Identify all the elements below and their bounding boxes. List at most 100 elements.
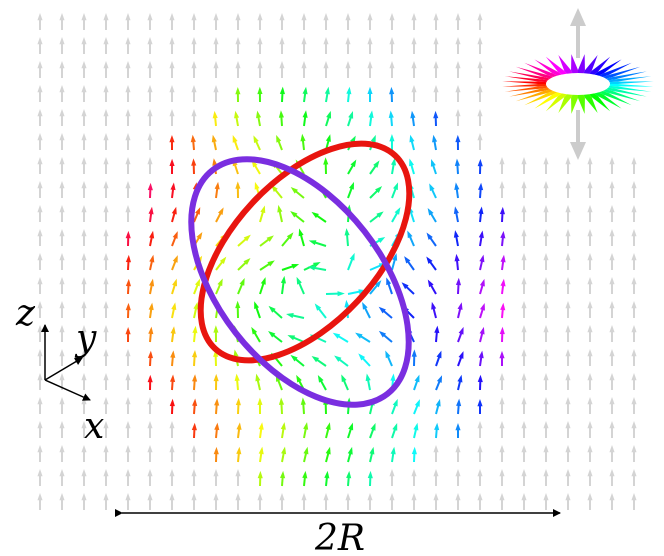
field-arrow-head (433, 469, 439, 477)
field-arrow-head (500, 254, 506, 263)
field-arrow-head (349, 252, 355, 261)
wheel-spike (593, 59, 622, 77)
field-arrow-head (454, 182, 460, 190)
field-arrow-head (455, 85, 461, 93)
wheel-spike (583, 93, 598, 113)
wheel-spike (583, 55, 598, 75)
field-arrow-head (147, 37, 153, 45)
field-arrow-head (103, 469, 109, 477)
field-arrow-head (169, 134, 175, 143)
field-arrow-head (302, 86, 308, 95)
wheel-spike (534, 91, 563, 109)
field-arrow-head (303, 446, 309, 455)
field-arrow-head (59, 181, 65, 189)
field-arrow-head (149, 230, 155, 239)
field-arrow-head (345, 493, 351, 501)
field-arrow-head (170, 182, 176, 191)
field-arrow-head (432, 134, 438, 143)
field-arrow-head (291, 264, 300, 269)
field-arrow-head (213, 325, 219, 333)
wheel-spike (502, 84, 549, 87)
field-arrow-head (355, 332, 363, 339)
field-arrow-head (455, 37, 461, 45)
field-arrow-head (433, 13, 439, 21)
field-arrow-head (433, 445, 439, 453)
field-arrow-head (214, 181, 220, 190)
field-arrow-head (543, 181, 549, 189)
field-arrow-head (59, 13, 65, 21)
color-wheel (502, 8, 654, 160)
field-arrow-head (378, 306, 386, 314)
field-arrow-head (345, 37, 351, 45)
field-arrow-head (477, 158, 483, 167)
field-arrow-head (213, 13, 219, 21)
field-arrow-head (280, 470, 286, 479)
field-arrow-head (214, 422, 220, 431)
field-arrow-head (477, 493, 483, 501)
field-arrow-head (302, 470, 308, 479)
field-arrow-head (434, 325, 440, 334)
field-arrow-head (609, 205, 615, 213)
field-arrow-head (280, 422, 286, 430)
field-arrow-head (392, 398, 398, 407)
field-arrow-head (125, 37, 131, 45)
field-arrow-head (350, 159, 357, 168)
field-arrow-head (213, 85, 219, 93)
field-arrow-head (609, 373, 615, 381)
wheel-up-arrow (570, 8, 586, 58)
field-arrow-head (213, 37, 219, 45)
wheel-spike (578, 93, 585, 114)
field-arrow-head (587, 205, 593, 213)
field-arrow-head (59, 469, 65, 477)
field-arrow-head (367, 86, 373, 95)
field-arrow-head (59, 445, 65, 453)
field-arrow-head (499, 326, 505, 335)
field-arrow-head (358, 353, 366, 361)
wheel-spike (603, 87, 647, 97)
field-arrow-head (103, 133, 109, 141)
field-arrow-head (125, 349, 131, 357)
field-arrow-head (257, 470, 263, 479)
field-arrow-head (195, 207, 201, 215)
wheel-spike (597, 90, 632, 106)
field-arrow-head (37, 229, 43, 237)
field-arrow-head (411, 446, 417, 455)
field-arrow-head (286, 232, 294, 240)
wheel-spike (606, 85, 652, 92)
field-arrow-head (631, 349, 637, 357)
field-arrow-head (59, 349, 65, 357)
field-arrow-head (409, 134, 415, 143)
field-arrow-head (59, 109, 65, 117)
field-arrow-head (191, 349, 198, 358)
field-arrow-head (147, 157, 153, 165)
field-arrow-head (346, 470, 352, 479)
field-arrow-head (279, 86, 285, 95)
field-arrow-head (37, 85, 43, 93)
wheel-spike (578, 54, 585, 75)
y-label: y (74, 318, 97, 359)
field-arrow-head (169, 469, 175, 477)
field-arrow-head (455, 61, 461, 69)
field-arrow-head (59, 37, 65, 45)
field-arrow-head (521, 157, 527, 165)
field-arrow-head (455, 445, 461, 453)
field-arrow-head (431, 301, 437, 310)
field-arrow-head (236, 422, 242, 430)
field-arrow-head (362, 301, 368, 310)
wheel-spike (534, 59, 563, 77)
field-arrow-head (258, 422, 264, 430)
field-arrow-head (389, 13, 395, 21)
field-arrow-head (219, 256, 227, 264)
field-arrow-head (37, 133, 43, 141)
field-arrow-head (257, 86, 263, 95)
field-arrow-head (499, 181, 505, 189)
field-arrow-head (477, 374, 483, 383)
field-arrow-head (147, 109, 153, 117)
field-arrow-head (411, 61, 417, 69)
field-arrow-head (213, 61, 219, 69)
field-arrow-head (170, 350, 176, 358)
field-arrow-head (81, 181, 87, 189)
field-arrow-head (323, 157, 329, 165)
field-arrow-head (457, 374, 463, 383)
field-arrow-head (81, 325, 87, 333)
